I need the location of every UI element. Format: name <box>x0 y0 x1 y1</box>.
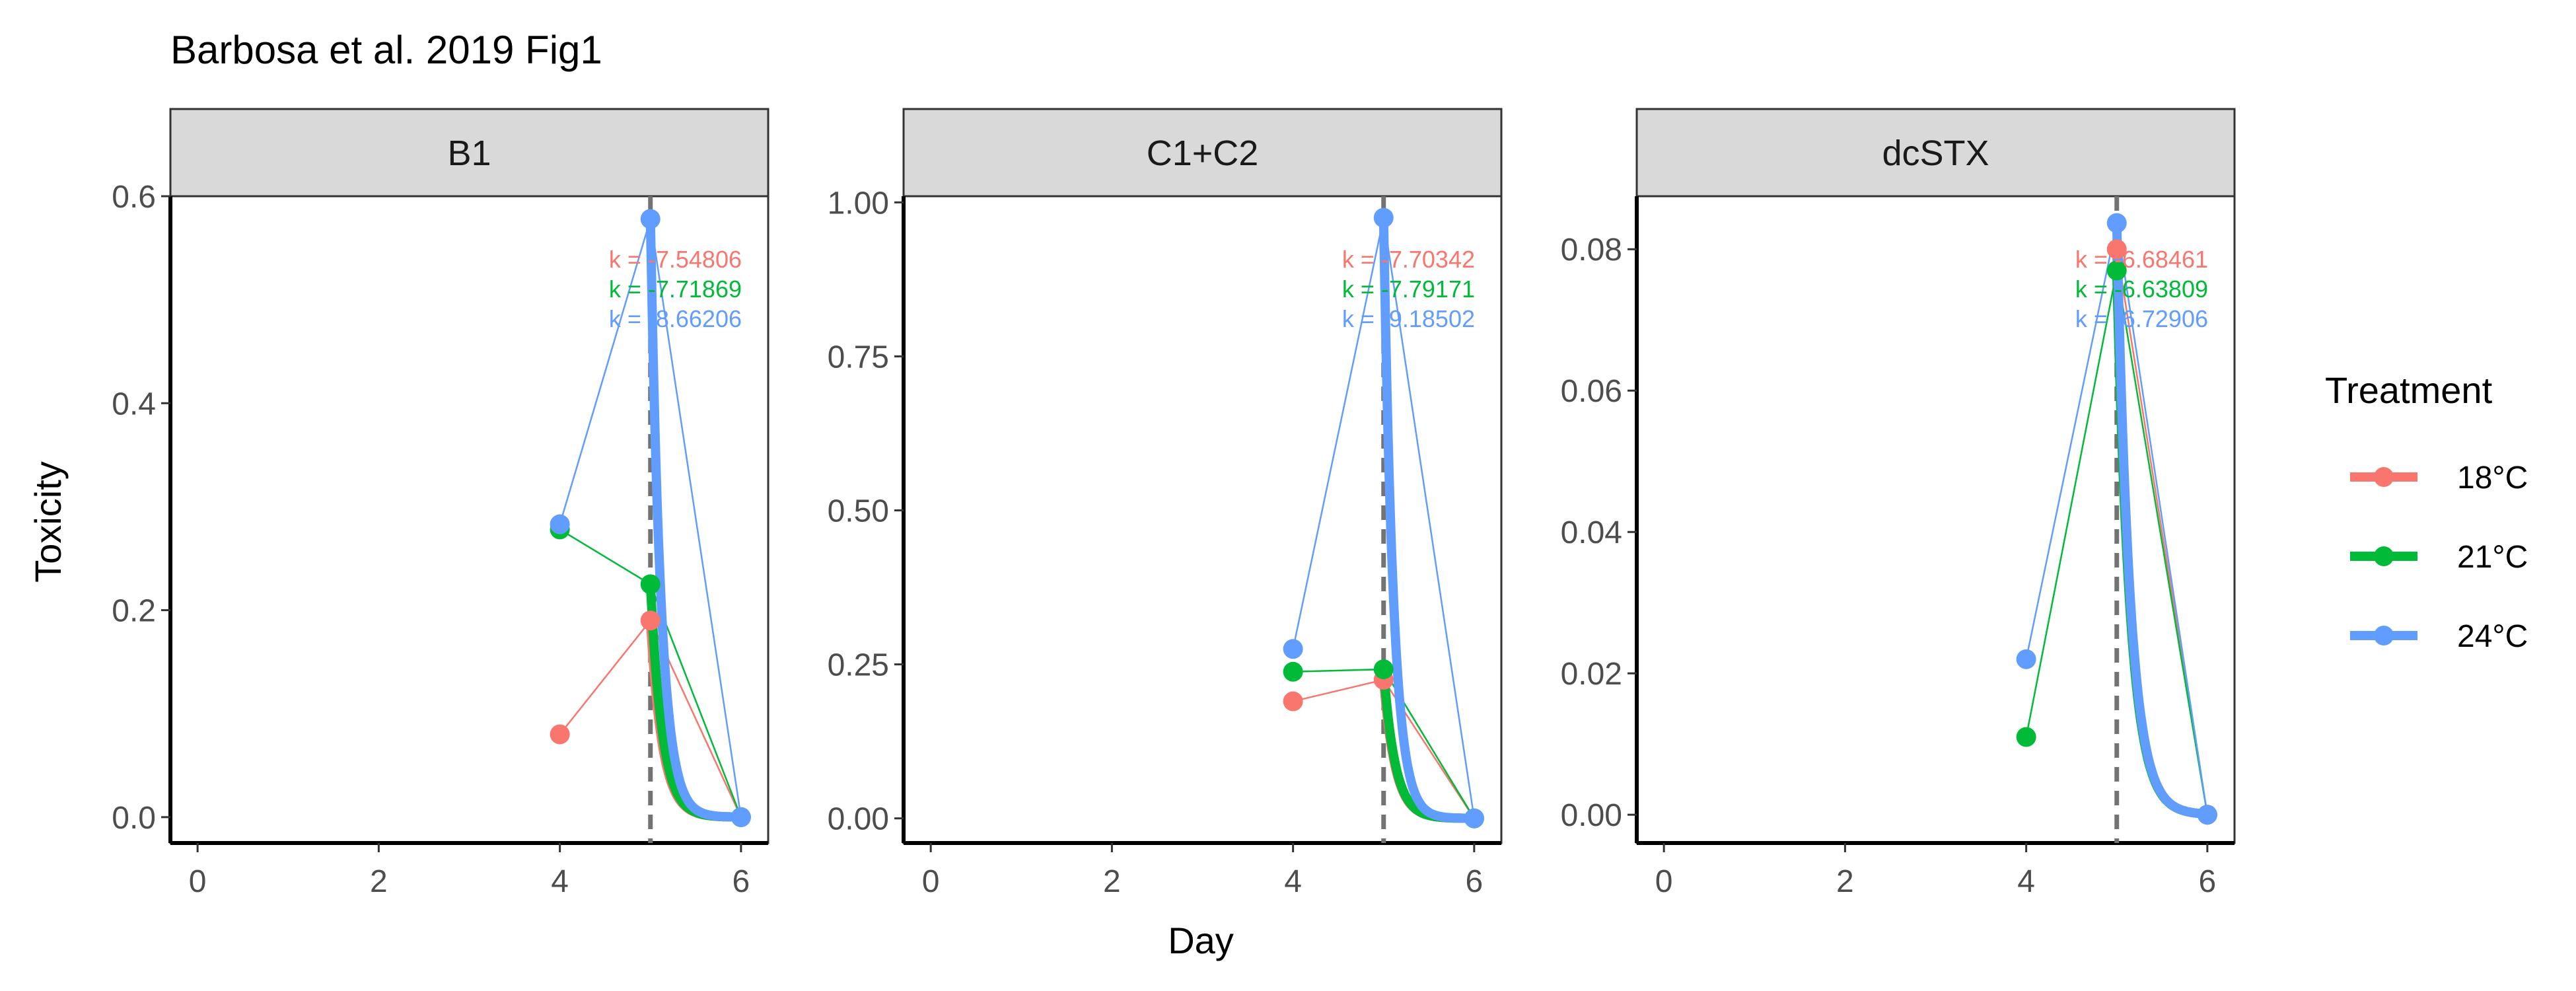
x-tick-label: 6 <box>1466 864 1484 899</box>
y-tick-label: 1.00 <box>828 186 889 221</box>
data-point-21-c <box>2106 260 2127 281</box>
strip-b1 <box>169 108 769 198</box>
data-point-18-c <box>2106 239 2127 260</box>
fit-curve-24-c <box>1378 213 1479 823</box>
k-annotation-21-c: k = -7.71869 <box>609 275 742 303</box>
strip-label: dcSTX <box>1882 133 1989 173</box>
y-tick-label: 0.2 <box>112 594 156 629</box>
legend-key-point <box>2374 546 2394 566</box>
legend-entry-24-c: 24°C <box>2350 619 2528 654</box>
x-tick-label: 2 <box>1103 864 1121 899</box>
k-annotation-24-c: k = -6.72906 <box>2075 305 2208 332</box>
x-tick-label: 6 <box>2199 864 2217 899</box>
legend-key-point <box>2374 626 2394 645</box>
y-axis-title: Toxicity <box>27 461 69 583</box>
data-point-24-c <box>640 209 661 229</box>
legend-entry-21-c: 21°C <box>2350 540 2528 575</box>
k-annotation-18-c: k = -7.54806 <box>609 246 742 273</box>
k-annotation-21-c: k = -7.79171 <box>1342 275 1475 303</box>
data-point-21-c <box>2016 727 2036 747</box>
data-point-24-c <box>1283 639 1303 659</box>
y-tick-label: 0.02 <box>1561 657 1622 692</box>
data-point-18-c <box>1283 691 1303 712</box>
y-tick-label: 0.08 <box>1561 233 1622 268</box>
strip-c1-c2 <box>902 108 1503 198</box>
legend-entry-18-c: 18°C <box>2350 460 2528 495</box>
legend-label: 21°C <box>2457 540 2528 575</box>
legend-key-point <box>2374 467 2394 487</box>
k-annotation-24-c: k = -8.66206 <box>609 305 742 332</box>
k-annotation-18-c: k = -6.68461 <box>2075 246 2208 273</box>
legend-label: 24°C <box>2457 619 2528 654</box>
x-tick-label: 2 <box>1836 864 1854 899</box>
y-tick-label: 0.0 <box>112 801 156 836</box>
x-axis-title: Day <box>1168 920 1234 961</box>
legend-label: 18°C <box>2457 460 2528 495</box>
y-tick-label: 0.04 <box>1561 515 1622 550</box>
data-point-24-c <box>2016 649 2036 669</box>
y-tick-label: 0.25 <box>828 648 889 683</box>
data-point-21-c <box>1283 661 1303 682</box>
x-tick-label: 0 <box>189 864 207 899</box>
strip-label: B1 <box>447 133 491 173</box>
k-annotation-18-c: k = -7.70342 <box>1342 246 1475 273</box>
data-point-21-c <box>640 574 661 595</box>
x-tick-label: 4 <box>1284 864 1302 899</box>
data-point-21-c <box>1373 659 1394 680</box>
strip-dcstx <box>1635 108 2236 198</box>
strip-label: C1+C2 <box>1147 133 1259 173</box>
x-tick-label: 0 <box>1655 864 1673 899</box>
chart-title: Barbosa et al. 2019 Fig1 <box>170 28 602 72</box>
y-tick-label: 0.00 <box>828 802 889 837</box>
data-point-24-c <box>2197 805 2217 825</box>
y-tick-label: 0.06 <box>1561 374 1622 409</box>
fit-curve-24-c <box>2112 218 2212 819</box>
x-tick-label: 0 <box>922 864 940 899</box>
x-tick-label: 6 <box>733 864 750 899</box>
y-tick-label: 0.6 <box>112 180 156 215</box>
panel-dcstx: dcSTX 0.00 0.02 0.04 0.06 0.08 0 2 4 6 k = -6.6846… <box>1561 108 2236 899</box>
k-annotation-24-c: k = -9.18502 <box>1342 305 1475 332</box>
data-point-24-c <box>1464 808 1484 828</box>
x-tick-label: 4 <box>2017 864 2035 899</box>
y-tick-label: 0.4 <box>112 386 156 422</box>
data-point-24-c <box>1373 207 1394 228</box>
data-point-18-c <box>550 724 570 745</box>
data-point-24-c <box>2106 213 2127 233</box>
legend: Treatment 18°C 21°C 24°C <box>2325 369 2528 654</box>
legend-title: Treatment <box>2325 369 2493 411</box>
data-point-18-c <box>640 610 661 631</box>
legend-entries: 18°C 21°C 24°C <box>2350 460 2528 654</box>
data-point-24-c <box>731 807 751 827</box>
y-tick-label: 0.50 <box>828 494 889 529</box>
y-tick-label: 0.75 <box>828 340 889 375</box>
x-tick-label: 4 <box>551 864 569 899</box>
fit-curve-24-c <box>645 214 746 822</box>
panel-c1-c2: C1+C2 0.00 0.25 0.50 0.75 1.00 0 2 4 6 k = -7.7034… <box>828 108 1503 899</box>
y-tick-label: 0.00 <box>1561 798 1622 833</box>
k-annotation-21-c: k = -6.63809 <box>2075 275 2208 303</box>
data-point-24-c <box>550 514 570 534</box>
x-tick-label: 2 <box>370 864 388 899</box>
